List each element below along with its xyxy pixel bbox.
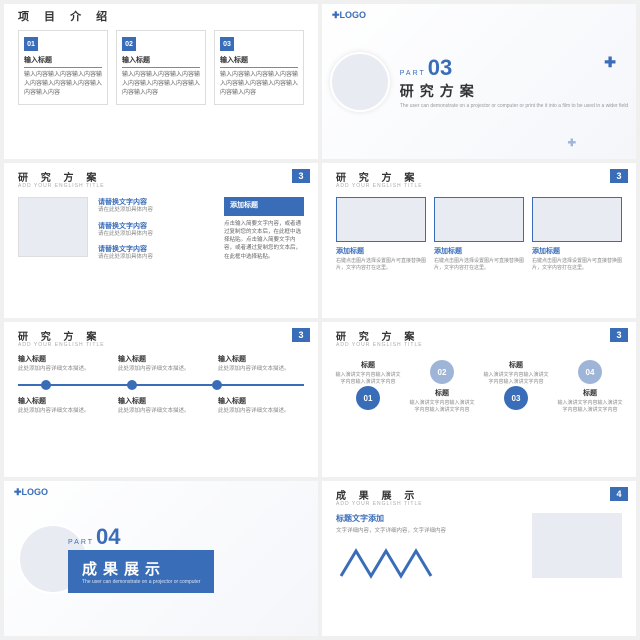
item-list: 请替换文字内容请在此处添加具体内容 请替换文字内容请在此处添加具体内容 请替换文… (98, 197, 214, 268)
slide-subtitle: ADD YOUR ENGLISH TITLE (336, 342, 423, 348)
slide-subtitle: ADD YOUR ENGLISH TITLE (336, 183, 423, 189)
slide-subtitle: ADD YOUR ENGLISH TITLE (18, 183, 105, 189)
num-badge: 03 (220, 37, 234, 51)
col-3: 03 输入标题 输入内容输入内容输入内容输入内容输入内容输入内容输入内容输入内容 (214, 30, 304, 105)
text-block: 标题文字添加 文字详细内容，文字详细内容，文字详细内容 (336, 513, 522, 583)
item-3: 标题输入演讲文字内容输入演讲文字内容输入演讲文字内容03 (482, 360, 550, 414)
top-row: 输入标题此处添加内容详细文本描述。 输入标题此处添加内容详细文本描述。 输入标题… (18, 354, 304, 374)
circle-row: 标题输入演讲文字内容输入演讲文字内容输入演讲文字内容01 02标题输入演讲文字内… (334, 360, 624, 414)
slide-title: 研 究 方 案 (18, 169, 101, 184)
timeline (18, 384, 304, 386)
card-image (434, 197, 524, 242)
side-box: 添加标题 点击输入简要文字内容，或者通过复制您的文本后，在此框中选择粘贴。点击输… (224, 197, 304, 268)
page-number: 3 (610, 169, 628, 183)
bottom-row: 输入标题此处添加内容详细文本描述。 输入标题此处添加内容详细文本描述。 输入标题… (18, 396, 304, 416)
page-number: 4 (610, 487, 628, 501)
card-2: 添加标题右键点击图片选择设置图片可直接替换图片，文字内容打在这里。 (434, 197, 524, 272)
section-image (330, 52, 390, 112)
page-number: 3 (292, 328, 310, 342)
slide-title: 成 果 展 示 (336, 487, 419, 502)
card-image (336, 197, 426, 242)
slide-7-section: ✚LOGO PART 04 成果展示 The user can demonstr… (4, 481, 318, 636)
section-title: 研究方案 (400, 81, 628, 101)
col-1: 01 输入标题 输入内容输入内容输入内容输入内容输入内容输入内容输入内容输入内容 (18, 30, 108, 105)
content-image (532, 513, 622, 578)
plus-icon: ✚ (604, 54, 616, 71)
circle-badge: 03 (504, 386, 528, 410)
plus-icon: ✚ (568, 138, 576, 149)
col-2: 02 输入标题 输入内容输入内容输入内容输入内容输入内容输入内容输入内容输入内容 (116, 30, 206, 105)
col-title: 输入标题 (220, 55, 298, 68)
slide-title: 研 究 方 案 (336, 328, 419, 343)
item-1: 标题输入演讲文字内容输入演讲文字内容输入演讲文字内容01 (334, 360, 402, 414)
col-body: 输入内容输入内容输入内容输入内容输入内容输入内容输入内容输入内容 (24, 71, 102, 98)
col-body: 输入内容输入内容输入内容输入内容输入内容输入内容输入内容输入内容 (220, 71, 298, 98)
page-number: 3 (610, 328, 628, 342)
item-4: 04标题输入演讲文字内容输入演讲文字内容输入演讲文字内容 (556, 360, 624, 414)
slide-subtitle: ADD YOUR ENGLISH TITLE (336, 501, 423, 507)
logo: ✚LOGO (14, 487, 48, 498)
circle-badge: 01 (356, 386, 380, 410)
slide-1: 项 目 介 绍 01 输入标题 输入内容输入内容输入内容输入内容输入内容输入内容… (4, 4, 318, 159)
slide-4: 3 研 究 方 案 ADD YOUR ENGLISH TITLE 添加标题右键点… (322, 163, 636, 318)
num-badge: 01 (24, 37, 38, 51)
slide-3: 3 研 究 方 案 ADD YOUR ENGLISH TITLE 请替换文字内容… (4, 163, 318, 318)
num-badge: 02 (122, 37, 136, 51)
slide-subtitle: ADD YOUR ENGLISH TITLE (18, 342, 105, 348)
box-body: 点击输入简要文字内容，或者通过复制您的文本后，在此框中选择粘贴。点击输入简要文字… (224, 220, 304, 261)
col-title: 输入标题 (122, 55, 200, 68)
card-1: 添加标题右键点击图片选择设置图片可直接替换图片，文字内容打在这里。 (336, 197, 426, 272)
section-title-block: 成果展示 The user can demonstrate on a proje… (68, 550, 214, 593)
box-title: 添加标题 (224, 197, 304, 216)
section-sub: The user can demonstrate on a projector … (400, 103, 628, 109)
zigzag-icon (336, 541, 436, 581)
item-2: 02标题输入演讲文字内容输入演讲文字内容输入演讲文字内容 (408, 360, 476, 414)
col-title: 输入标题 (24, 55, 102, 68)
slide-title: 研 究 方 案 (336, 169, 419, 184)
slide-5: 3 研 究 方 案 ADD YOUR ENGLISH TITLE 输入标题此处添… (4, 322, 318, 477)
slide-title: 研 究 方 案 (18, 328, 101, 343)
card-image (532, 197, 622, 242)
logo: ✚LOGO (332, 10, 366, 21)
slide-6: 3 研 究 方 案 ADD YOUR ENGLISH TITLE 标题输入演讲文… (322, 322, 636, 477)
slide-2-section: ✚LOGO ✚ ✚ PART 03 研究方案 The user can demo… (322, 4, 636, 159)
col-body: 输入内容输入内容输入内容输入内容输入内容输入内容输入内容输入内容 (122, 71, 200, 98)
content-image (18, 197, 88, 257)
section-text: PART 03 研究方案 The user can demonstrate on… (400, 55, 628, 109)
card-3: 添加标题右键点击图片选择设置图片可直接替换图片，文字内容打在这里。 (532, 197, 622, 272)
circle-badge: 04 (578, 360, 602, 384)
page-number: 3 (292, 169, 310, 183)
slide-8: 4 成 果 展 示 ADD YOUR ENGLISH TITLE 标题文字添加 … (322, 481, 636, 636)
slide-title: 项 目 介 绍 (18, 8, 113, 24)
circle-badge: 02 (430, 360, 454, 384)
